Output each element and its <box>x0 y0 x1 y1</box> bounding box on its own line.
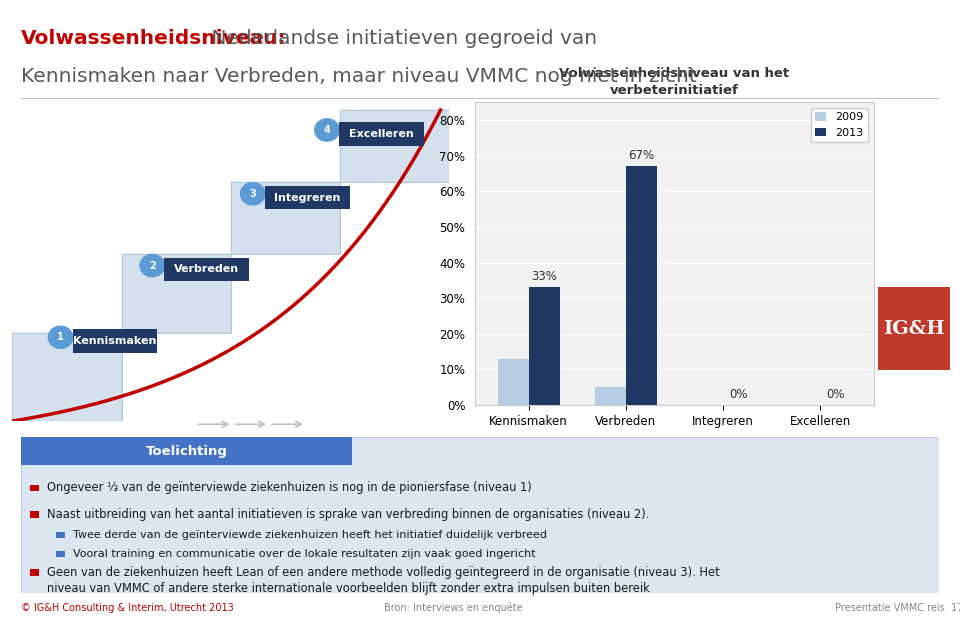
Bar <box>56 551 65 556</box>
Bar <box>31 569 39 575</box>
Text: Vooral training en communicatie over de lokale resultaten zijn vaak goed ingeric: Vooral training en communicatie over de … <box>73 549 535 559</box>
Text: 4: 4 <box>324 125 330 135</box>
Bar <box>122 253 231 333</box>
Text: Excelleren: Excelleren <box>349 129 414 139</box>
Bar <box>529 288 560 405</box>
Text: IG&H: IG&H <box>883 320 946 338</box>
Bar <box>231 182 340 253</box>
Bar <box>56 532 65 538</box>
Text: 0%: 0% <box>730 388 748 401</box>
Text: Bron: Enquête IG&H onderzoek, n=19: Bron: Enquête IG&H onderzoek, n=19 <box>688 448 874 458</box>
Text: Verbreden: Verbreden <box>175 264 239 274</box>
Text: Volwassenheidsniveau:: Volwassenheidsniveau: <box>21 29 287 48</box>
Text: 67%: 67% <box>628 149 655 162</box>
Text: niveau van VMMC of andere sterke internationale voorbeelden blijft zonder extra : niveau van VMMC of andere sterke interna… <box>47 582 650 595</box>
Text: Geen van de ziekenhuizen heeft Lean of een andere methode volledig geïntegreerd : Geen van de ziekenhuizen heeft Lean of e… <box>47 566 720 579</box>
Bar <box>626 167 657 405</box>
Text: Integreren: Integreren <box>275 193 341 203</box>
Text: Kennismaken: Kennismaken <box>74 336 156 346</box>
Circle shape <box>315 119 339 141</box>
Bar <box>340 110 449 182</box>
Text: Kennismaken naar Verbreden, maar niveau VMMC nog niet in zicht: Kennismaken naar Verbreden, maar niveau … <box>21 67 697 86</box>
FancyBboxPatch shape <box>164 258 250 281</box>
FancyBboxPatch shape <box>265 186 349 209</box>
Text: Toelichting: Toelichting <box>145 445 228 457</box>
Bar <box>12 333 122 421</box>
FancyBboxPatch shape <box>73 329 157 353</box>
FancyBboxPatch shape <box>339 122 424 145</box>
Text: Naast uitbreiding van het aantal initiatieven is sprake van verbreding binnen de: Naast uitbreiding van het aantal initiat… <box>47 508 649 521</box>
Text: 2: 2 <box>149 260 156 271</box>
Circle shape <box>241 182 265 205</box>
Bar <box>340 110 449 182</box>
Bar <box>31 485 39 491</box>
Text: 1: 1 <box>58 332 64 343</box>
Text: Nederlandse initiatieven gegroeid van: Nederlandse initiatieven gegroeid van <box>205 29 597 48</box>
Bar <box>21 437 351 465</box>
Text: Ongeveer ⅓ van de geïnterviewde ziekenhuizen is nog in de pioniersfase (niveau 1: Ongeveer ⅓ van de geïnterviewde ziekenhu… <box>47 482 532 494</box>
Text: 3: 3 <box>250 189 256 199</box>
Bar <box>497 359 529 405</box>
Bar <box>231 182 340 253</box>
Bar <box>31 512 39 517</box>
Text: 33%: 33% <box>531 271 557 283</box>
Legend: 2009, 2013: 2009, 2013 <box>811 108 868 142</box>
Bar <box>595 387 626 405</box>
Bar <box>12 333 122 421</box>
Text: © IG&H Consulting & Interim, Utrecht 2013: © IG&H Consulting & Interim, Utrecht 201… <box>21 603 234 613</box>
Circle shape <box>140 255 164 277</box>
Text: Bron: Interviews en enquête: Bron: Interviews en enquête <box>384 603 522 613</box>
Bar <box>122 253 231 333</box>
Circle shape <box>48 326 73 348</box>
Title: Volwassenheidsniveau van het
verbeterinitiatief: Volwassenheidsniveau van het verbeterini… <box>560 67 789 97</box>
Text: Twee derde van de geïnterviewde ziekenhuizen heeft het initiatief duidelijk verb: Twee derde van de geïnterviewde ziekenhu… <box>73 530 546 540</box>
Text: 0%: 0% <box>827 388 845 401</box>
Text: Presentatie VMMC reis  17: Presentatie VMMC reis 17 <box>835 603 960 613</box>
